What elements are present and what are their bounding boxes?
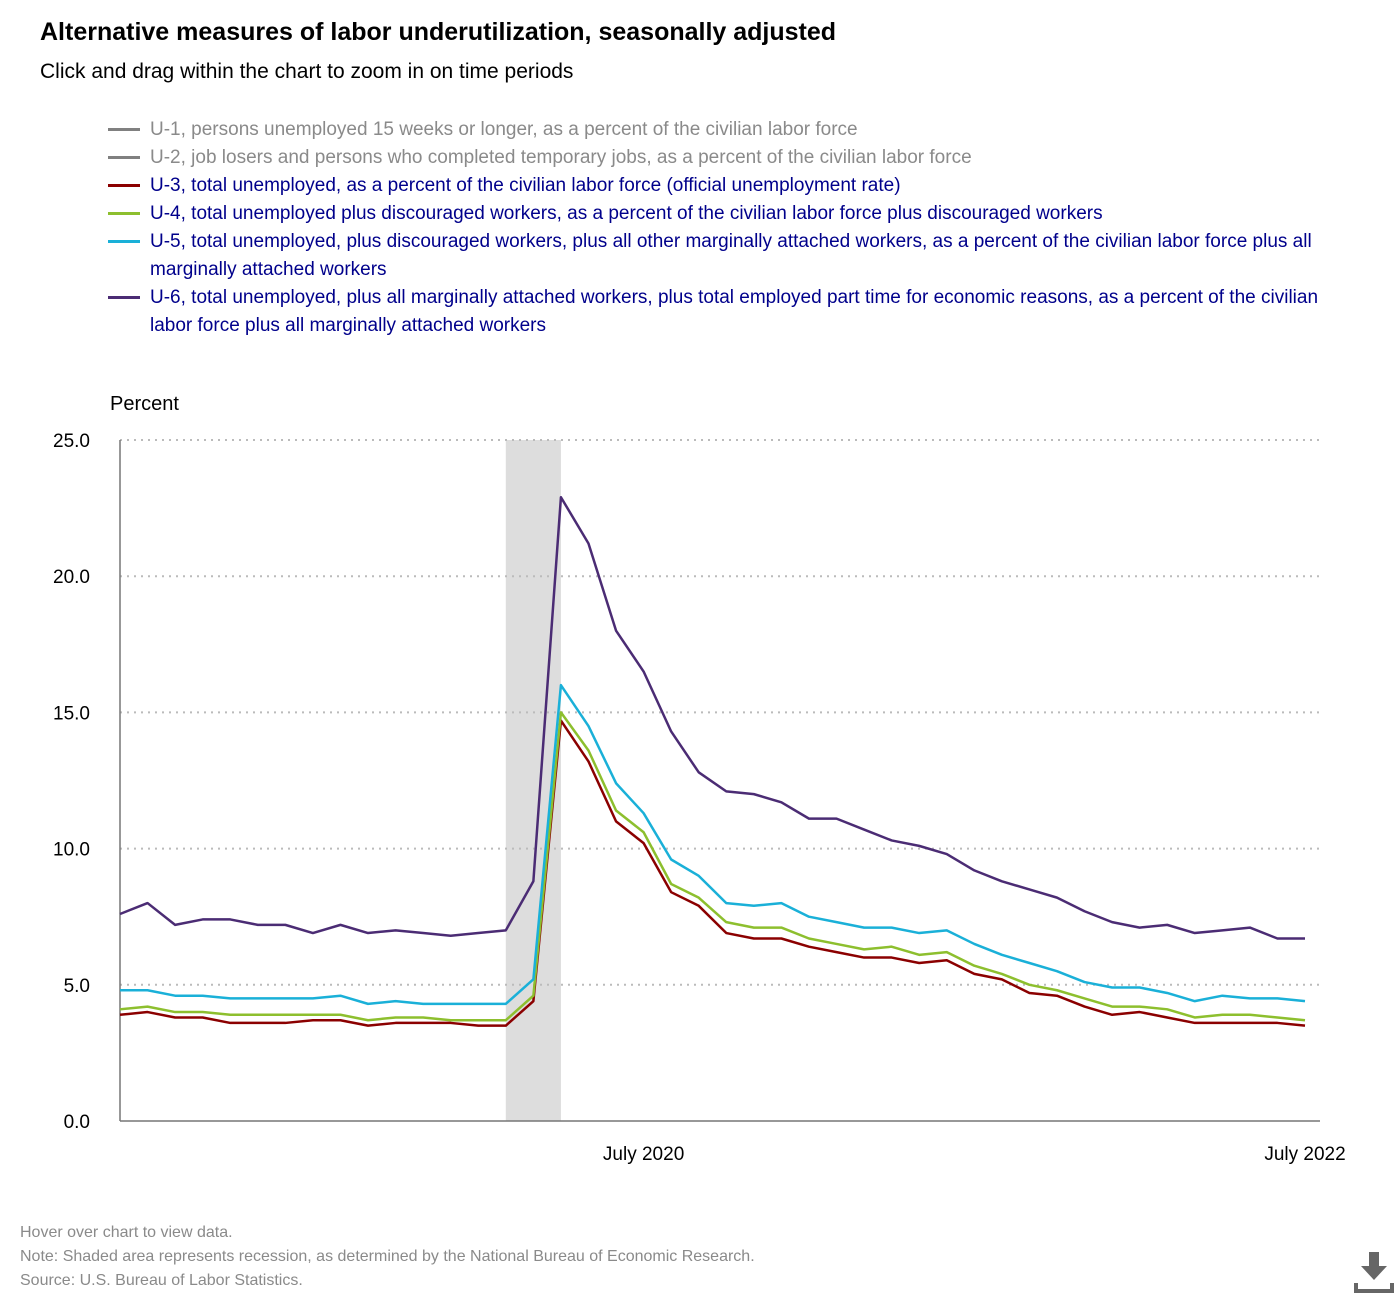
hover-hint: Hover over chart to view data.	[20, 1224, 233, 1241]
y-tick-label: 5.0	[64, 976, 90, 997]
legend-swatch	[108, 296, 140, 299]
legend-swatch	[108, 156, 140, 159]
legend-item-u6[interactable]: U-6, total unemployed, plus all marginal…	[108, 284, 1328, 340]
x-tick-label: July 2022	[1264, 1144, 1345, 1165]
y-tick-label: 10.0	[53, 840, 90, 861]
legend-swatch	[108, 212, 140, 215]
legend-swatch	[108, 240, 140, 243]
legend-label: U-1, persons unemployed 15 weeks or long…	[150, 119, 858, 140]
legend-label: U-6, total unemployed, plus all marginal…	[150, 287, 1319, 336]
chart-subtitle: Click and drag within the chart to zoom …	[40, 60, 574, 83]
legend-label: U-3, total unemployed, as a percent of t…	[150, 175, 901, 196]
legend-label: U-4, total unemployed plus discouraged w…	[150, 203, 1103, 224]
legend-item-u2[interactable]: U-2, job losers and persons who complete…	[108, 144, 1328, 172]
legend-label: U-5, total unemployed, plus discouraged …	[150, 231, 1312, 280]
y-tick-label: 25.0	[53, 431, 90, 452]
legend-label: U-2, job losers and persons who complete…	[150, 147, 972, 168]
legend-item-u3[interactable]: U-3, total unemployed, as a percent of t…	[108, 172, 1328, 200]
legend-item-u4[interactable]: U-4, total unemployed plus discouraged w…	[108, 200, 1328, 228]
series-line-u-3	[119, 719, 1306, 1027]
download-icon[interactable]	[1354, 1250, 1394, 1294]
y-tick-label: 20.0	[53, 567, 90, 588]
y-tick-label: 0.0	[64, 1112, 90, 1133]
chart-title: Alternative measures of labor underutili…	[40, 18, 837, 46]
legend-item-u5[interactable]: U-5, total unemployed, plus discouraged …	[108, 228, 1328, 284]
series-line-u-6	[119, 495, 1305, 940]
legend-swatch	[108, 184, 140, 187]
legend-item-u1[interactable]: U-1, persons unemployed 15 weeks or long…	[108, 116, 1328, 144]
series-line-u-5	[120, 683, 1306, 1006]
series-line-u-4	[119, 711, 1306, 1022]
x-tick-label: July 2020	[603, 1144, 684, 1165]
source-note: Source: U.S. Bureau of Labor Statistics.	[20, 1272, 303, 1289]
y-tick-label: 15.0	[53, 703, 90, 724]
y-axis-label: Percent	[110, 393, 179, 415]
line-chart[interactable]: Percent 0.0 5.0 10.0 15.0 20.0 25.0 July 2020 J…	[0, 0, 1400, 1200]
legend: U-1, persons unemployed 15 weeks or long…	[108, 116, 1328, 340]
legend-swatch	[108, 128, 140, 131]
recession-note: Note: Shaded area represents recession, …	[20, 1248, 755, 1265]
